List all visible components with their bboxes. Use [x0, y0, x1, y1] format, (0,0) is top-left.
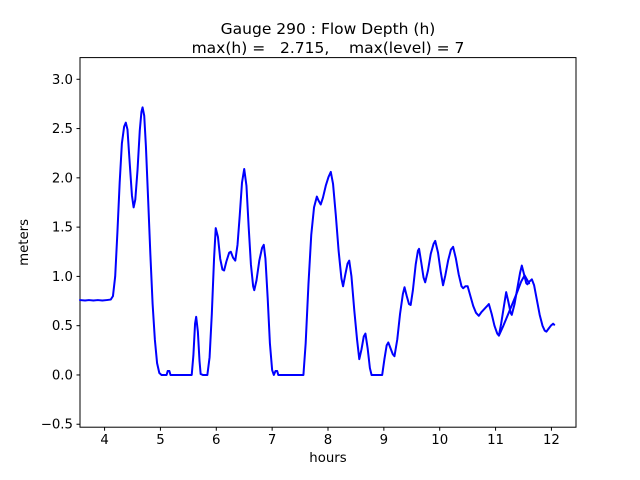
flow-depth-line: [79, 106, 556, 376]
x-tick-label: 11: [487, 433, 504, 448]
y-tick-label: 2.0: [52, 171, 73, 186]
x-tick-label: 4: [100, 433, 108, 448]
x-tick-label: 7: [268, 433, 276, 448]
x-tick-label: 5: [156, 433, 164, 448]
chart-title: Gauge 290 : Flow Depth (h): [220, 20, 436, 38]
overlap-segment-line: [497, 274, 531, 337]
y-tick-label: 1.0: [52, 270, 73, 285]
x-tick-label: 9: [380, 433, 388, 448]
x-tick-label: 8: [324, 433, 332, 448]
x-axis-label: hours: [309, 451, 346, 466]
plot-border: [79, 57, 577, 428]
y-tick-label: −0.5: [41, 418, 73, 433]
y-tick-label: 0.0: [52, 368, 73, 383]
chart-subtitle: max(h) = 2.715, max(level) = 7: [191, 39, 465, 57]
y-tick-label: 3.0: [52, 73, 73, 88]
x-tick-label: 12: [543, 433, 560, 448]
y-tick-label: 2.5: [52, 122, 73, 137]
y-tick-label: 1.5: [52, 221, 73, 236]
x-tick-label: 10: [431, 433, 448, 448]
y-tick-label: 0.5: [52, 319, 73, 334]
y-axis-label: meters: [17, 219, 32, 266]
x-tick-label: 6: [212, 433, 220, 448]
